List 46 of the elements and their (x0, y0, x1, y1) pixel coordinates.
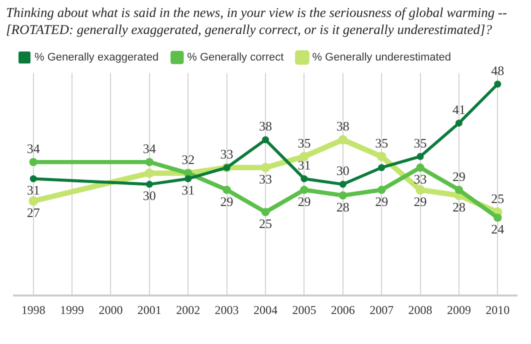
x-tick-label: 2004 (254, 302, 278, 317)
x-tick-label: 2001 (137, 302, 162, 317)
data-label: 31 (26, 182, 40, 198)
chart-title: Thinking about what is said in the news, in your view is the seriousness of global warming -- [ROTATED: generally exaggerated, generally correct, or is it generally underestimated]? (5, 4, 508, 38)
x-tick-label: 2006 (330, 302, 355, 317)
x-tick-label: 1998 (21, 302, 46, 317)
data-label: 24 (491, 222, 505, 237)
data-label: 29 (375, 194, 388, 209)
legend-label: % Generally exaggerated (34, 52, 159, 64)
x-tick-label: 1999 (60, 302, 84, 317)
data-label: 30 (336, 163, 350, 178)
data-label: 30 (142, 188, 156, 204)
data-label: 25 (259, 216, 272, 232)
data-label: 25 (491, 191, 504, 206)
data-label: 32 (182, 152, 195, 168)
data-label: 28 (452, 199, 466, 214)
data-label: 35 (298, 135, 311, 150)
data-label: 34 (142, 140, 156, 156)
x-tick-label: 2010 (486, 302, 510, 317)
x-tick-label: 2005 (292, 302, 316, 317)
x-tick-label: 2003 (214, 302, 239, 317)
x-tick-label: 2000 (98, 302, 123, 317)
data-label: 27 (26, 204, 40, 220)
data-label: 38 (336, 118, 350, 134)
x-tick-label: 2009 (446, 302, 471, 317)
x-tick-label: 2002 (176, 302, 200, 317)
data-label: 41 (452, 102, 466, 118)
data-label: 28 (336, 199, 350, 214)
data-label: 48 (491, 63, 504, 78)
data-label: 33 (259, 172, 272, 187)
data-label: 34 (26, 140, 40, 156)
legend-label: % Generally underestimated (312, 52, 452, 64)
x-tick-label: 2008 (408, 302, 432, 317)
data-label: 29 (220, 194, 234, 209)
data-label: 29 (414, 194, 427, 209)
data-label: 33 (220, 146, 234, 162)
data-label: 31 (182, 182, 195, 198)
data-label: 35 (414, 135, 427, 150)
data-label: 29 (298, 194, 311, 209)
data-label: 33 (414, 172, 427, 187)
data-label: 29 (452, 168, 466, 184)
data-label: 38 (259, 118, 272, 134)
x-tick-label: 2007 (370, 302, 394, 317)
data-label: 35 (375, 135, 388, 150)
legend-label: % Generally correct (187, 52, 284, 64)
data-label: 31 (298, 158, 311, 173)
